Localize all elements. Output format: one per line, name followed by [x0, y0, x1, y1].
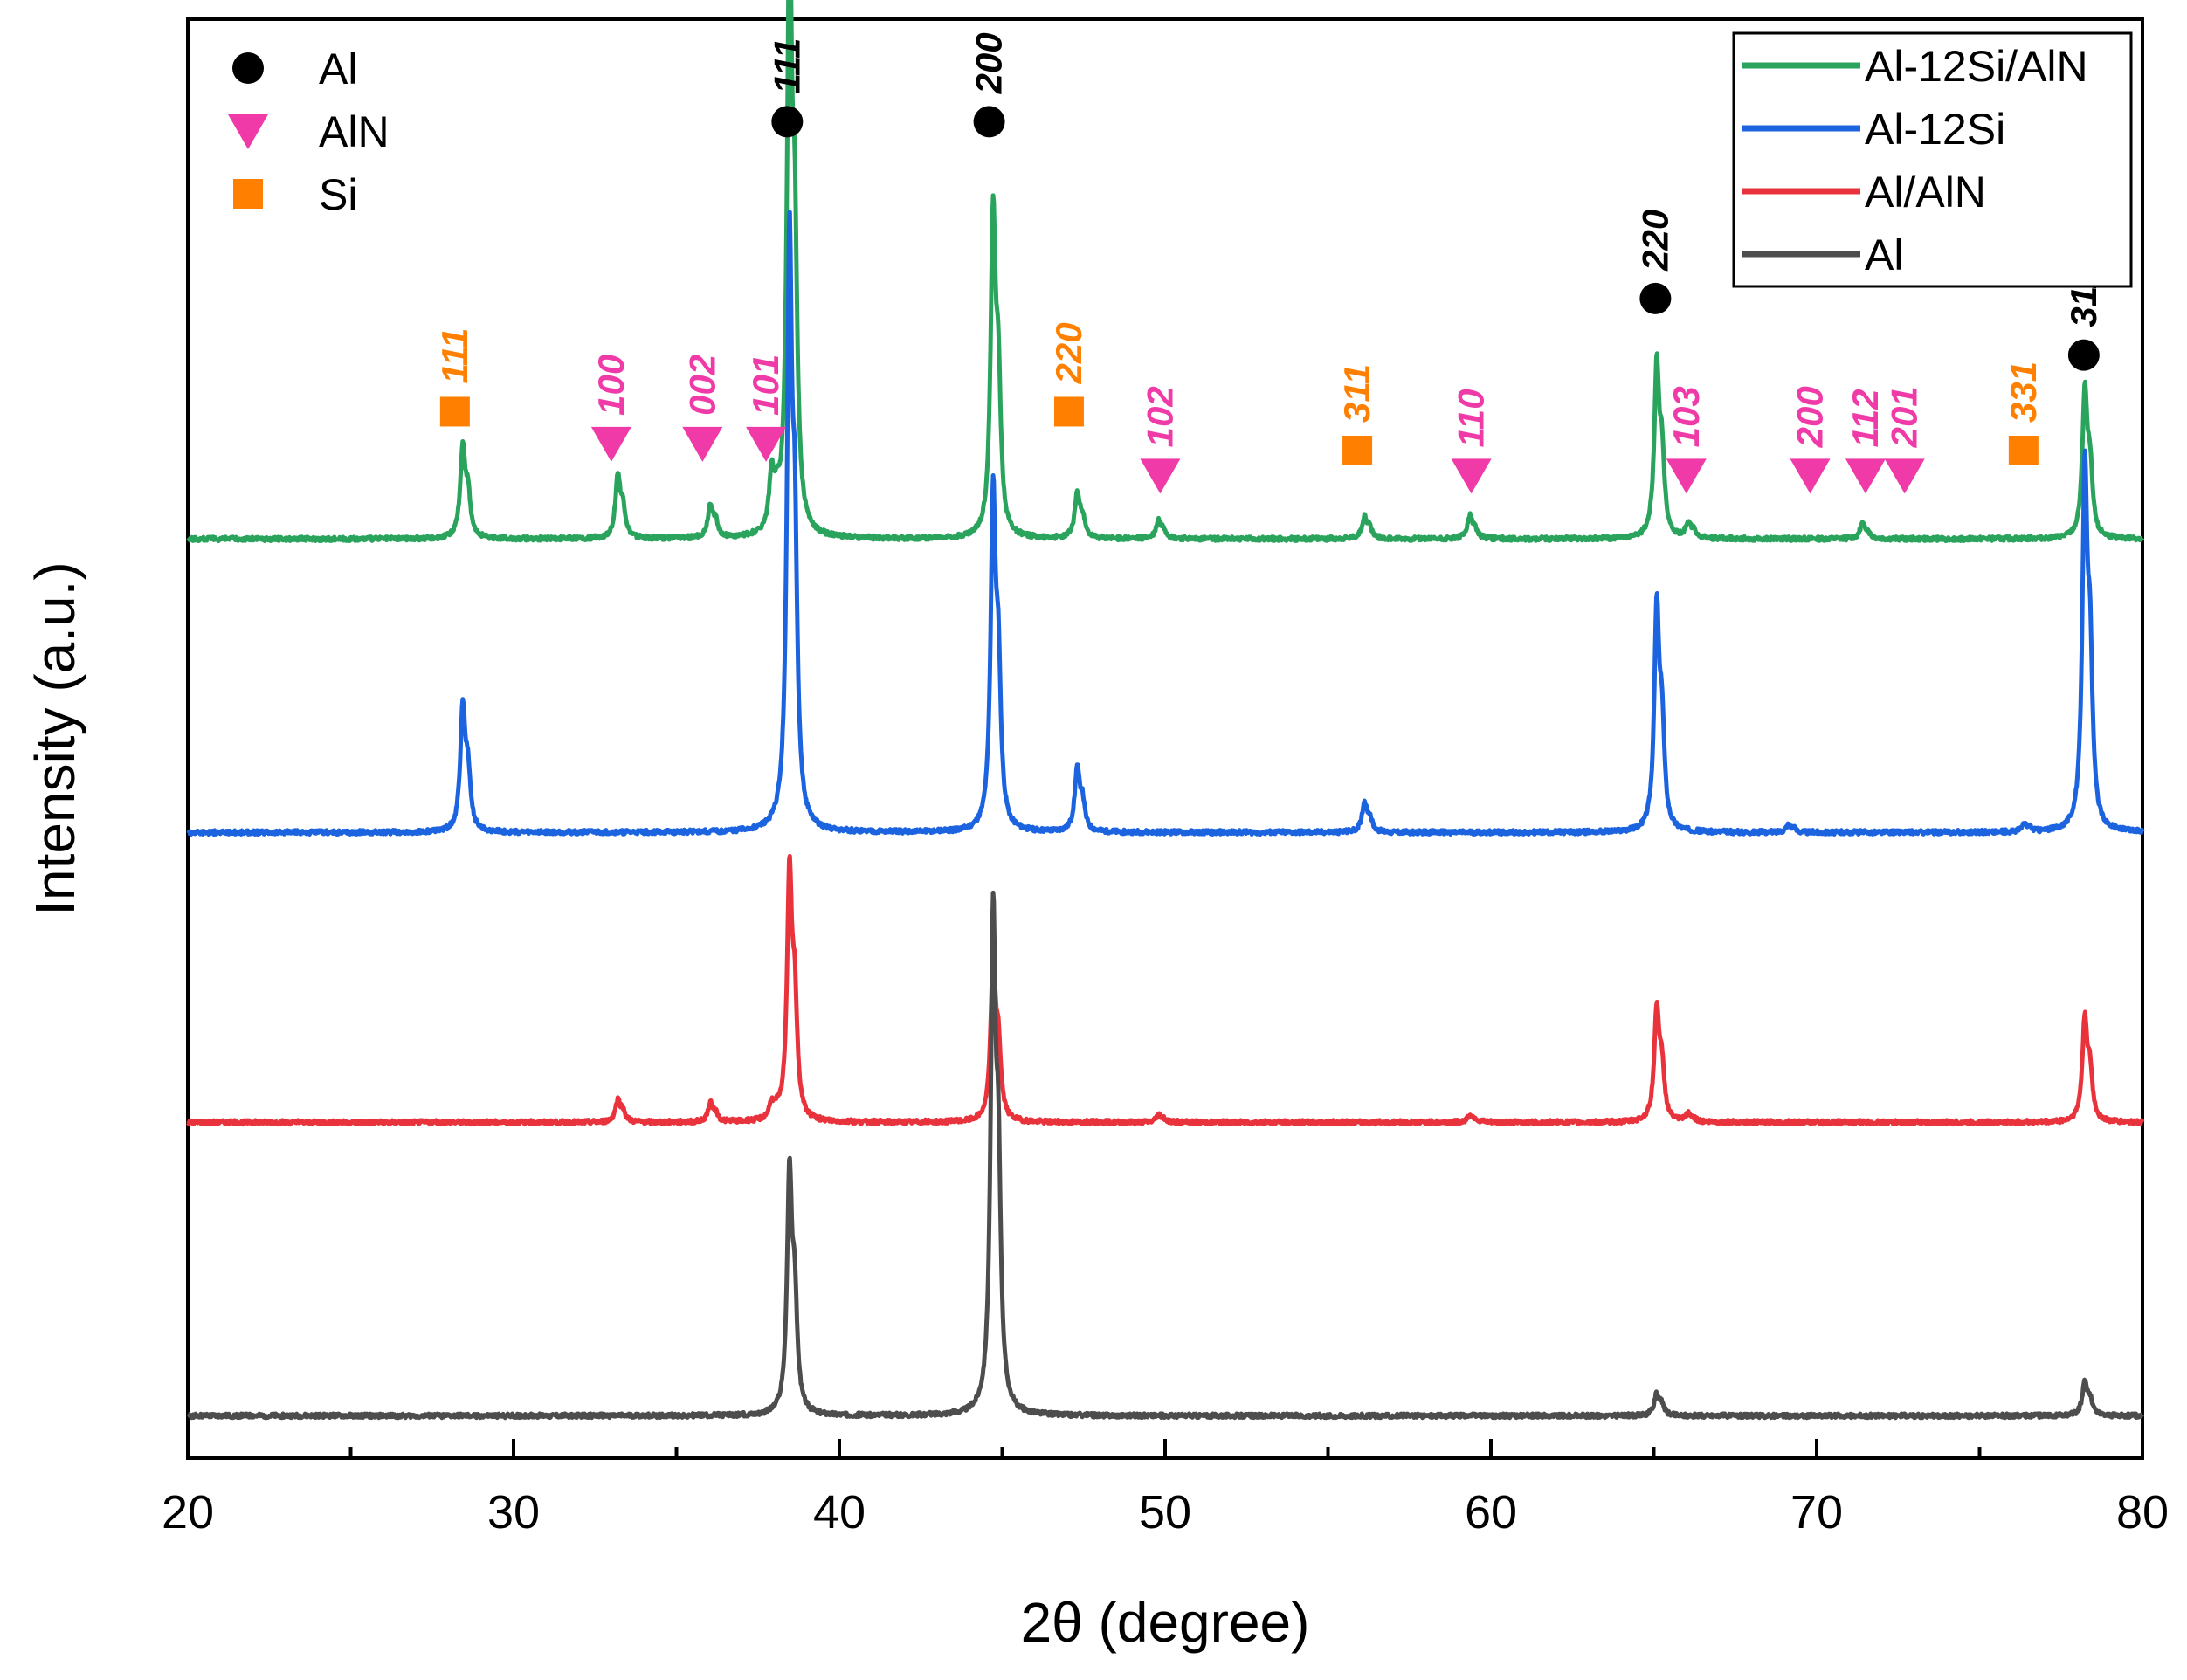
- x-ticks: [186, 1439, 2144, 1458]
- si-marker-icon: [2008, 435, 2039, 465]
- miller-index-label: 110: [1451, 389, 1492, 447]
- x-tick-label: 20: [162, 1486, 214, 1539]
- aln-marker-icon: [228, 114, 268, 149]
- series-legend-label: Al-12Si/AlN: [1865, 42, 2088, 91]
- al-marker-icon: [973, 106, 1005, 138]
- series-line-al-12si: [186, 210, 2145, 837]
- miller-index-label: 311: [1336, 364, 1377, 423]
- aln-marker-icon: [1884, 458, 1925, 494]
- x-tick-label: 60: [1465, 1486, 1517, 1539]
- si-marker-icon: [1342, 435, 1373, 465]
- miller-index-label: 331: [2003, 361, 2044, 423]
- miller-index-label: 111: [434, 328, 475, 384]
- miller-index-label: 103: [1666, 386, 1707, 447]
- miller-index-label: 200: [1790, 386, 1831, 448]
- aln-marker-icon: [1451, 458, 1492, 494]
- series-legend-label: Al-12Si: [1865, 105, 2005, 154]
- miller-index-label: 220: [1634, 210, 1675, 272]
- peak-annotations: 111 100 002 101 111 200 220 102 311 110 220 103 200 1…: [434, 32, 2104, 494]
- miller-index-label: 112: [1845, 389, 1886, 447]
- series-line-al-aln: [185, 853, 2145, 1127]
- series-legend-label: Al/AlN: [1865, 168, 1986, 217]
- aln-marker-icon: [1140, 458, 1181, 494]
- aln-marker-icon: [1790, 458, 1831, 494]
- phase-legend: Al AlN Si: [228, 45, 390, 219]
- x-tick-label: 70: [1790, 1486, 1843, 1539]
- aln-marker-icon: [1666, 458, 1707, 494]
- x-axis-title: 2θ (degree): [1021, 1591, 1310, 1654]
- aln-marker-icon: [682, 426, 723, 462]
- x-tick-label: 30: [487, 1486, 540, 1539]
- x-tick-labels: 20 30 40 50 60 70 80: [162, 1486, 2169, 1539]
- al-marker-icon: [232, 52, 264, 84]
- al-marker-icon: [771, 106, 804, 138]
- series-legend-box: [1732, 31, 2133, 288]
- miller-index-label: 200: [969, 32, 1010, 94]
- miller-index-label: 102: [1139, 386, 1180, 447]
- series-line-al: [186, 890, 2144, 1421]
- phase-legend-label: Al: [319, 45, 357, 93]
- aln-marker-icon: [1845, 458, 1886, 494]
- miller-index-label: 111: [766, 38, 807, 94]
- al-marker-icon: [1639, 282, 1672, 314]
- si-marker-icon: [439, 396, 470, 427]
- phase-legend-label: Si: [319, 170, 357, 219]
- aln-marker-icon: [590, 426, 631, 462]
- al-marker-icon: [2067, 339, 2100, 371]
- aln-marker-icon: [746, 426, 787, 462]
- series-legend: Al-12Si/AlN Al-12Si Al/AlN Al: [1732, 31, 2133, 288]
- series-layer: [185, 0, 2145, 1421]
- x-tick-label: 50: [1139, 1486, 1191, 1539]
- phase-legend-label: AlN: [319, 107, 390, 156]
- miller-index-label: 002: [681, 355, 722, 416]
- y-axis-title: Intensity (a.u.): [24, 561, 86, 916]
- x-tick-label: 80: [2116, 1486, 2169, 1539]
- miller-index-label: 201: [1884, 386, 1925, 448]
- x-tick-label: 40: [813, 1486, 866, 1539]
- miller-index-label: 220: [1048, 322, 1089, 384]
- si-marker-icon: [1053, 396, 1084, 427]
- series-legend-label: Al: [1865, 231, 1903, 279]
- series-line-al-12si-aln: [186, 0, 2145, 544]
- miller-index-label: 100: [590, 355, 631, 416]
- si-marker-icon: [233, 179, 263, 209]
- miller-index-label: 101: [745, 355, 786, 416]
